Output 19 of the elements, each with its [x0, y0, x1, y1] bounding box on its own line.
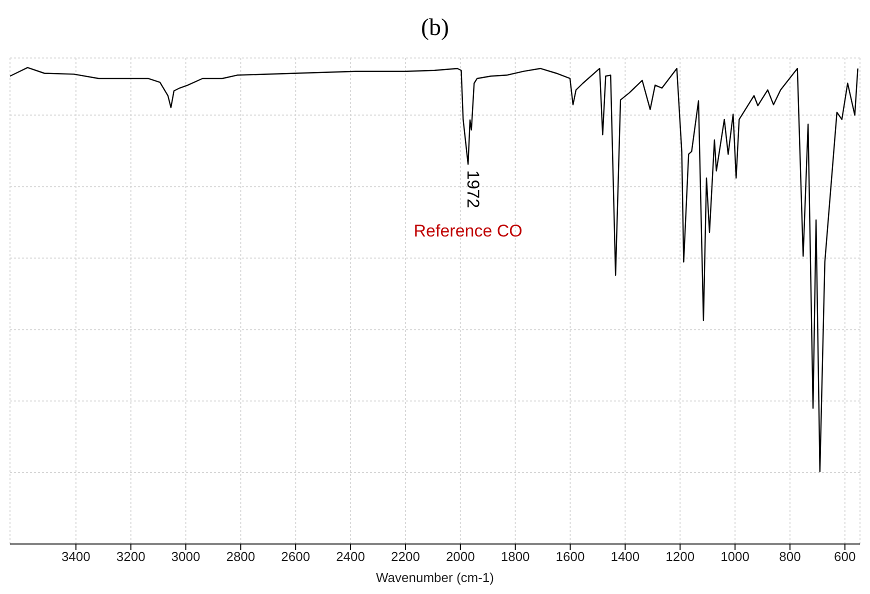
x-tick-label: 800	[779, 549, 801, 564]
x-tick-label: 2200	[391, 549, 420, 564]
x-tick-label: 2400	[336, 549, 366, 564]
x-axis-title: Wavenumber (cm-1)	[376, 570, 494, 585]
annotation: 1972	[464, 170, 483, 208]
x-tick-label: 1200	[666, 549, 695, 564]
x-tick-label: 3000	[171, 549, 200, 564]
x-tick-label: 2800	[226, 549, 256, 564]
annotation: Reference CO	[414, 221, 522, 240]
x-tick-label: 3200	[116, 549, 146, 564]
x-tick-label: 600	[834, 549, 856, 564]
x-tick-label: 1000	[720, 549, 750, 564]
x-tick-label: 2600	[281, 549, 310, 564]
x-tick-label: 1800	[500, 549, 530, 564]
x-tick-label: 1600	[556, 549, 585, 564]
chart-title: (b)	[420, 14, 450, 43]
x-tick-label: 2000	[446, 549, 475, 564]
x-tick-label: 1400	[610, 549, 640, 564]
x-tick-label: 3400	[61, 549, 90, 564]
